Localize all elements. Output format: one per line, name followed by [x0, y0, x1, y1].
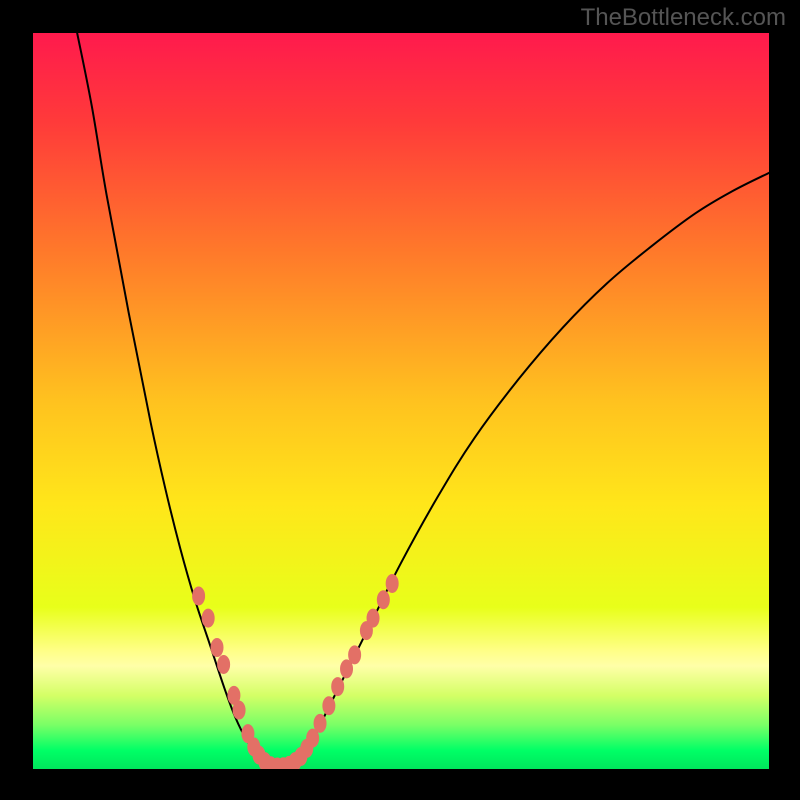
data-marker [341, 660, 353, 678]
data-marker [233, 701, 245, 719]
plot-area [33, 33, 769, 769]
chart-root: TheBottleneck.com [0, 0, 800, 800]
data-marker [386, 575, 398, 593]
data-marker [367, 609, 379, 627]
data-marker [211, 639, 223, 657]
data-marker [307, 729, 319, 747]
data-marker [349, 646, 361, 664]
data-marker [202, 609, 214, 627]
data-marker [332, 678, 344, 696]
data-marker [193, 587, 205, 605]
data-marker [323, 697, 335, 715]
plot-svg [33, 33, 769, 769]
watermark-text: TheBottleneck.com [581, 4, 786, 32]
data-marker [218, 655, 230, 673]
data-marker [314, 714, 326, 732]
data-marker [377, 591, 389, 609]
gradient-background [33, 33, 769, 769]
